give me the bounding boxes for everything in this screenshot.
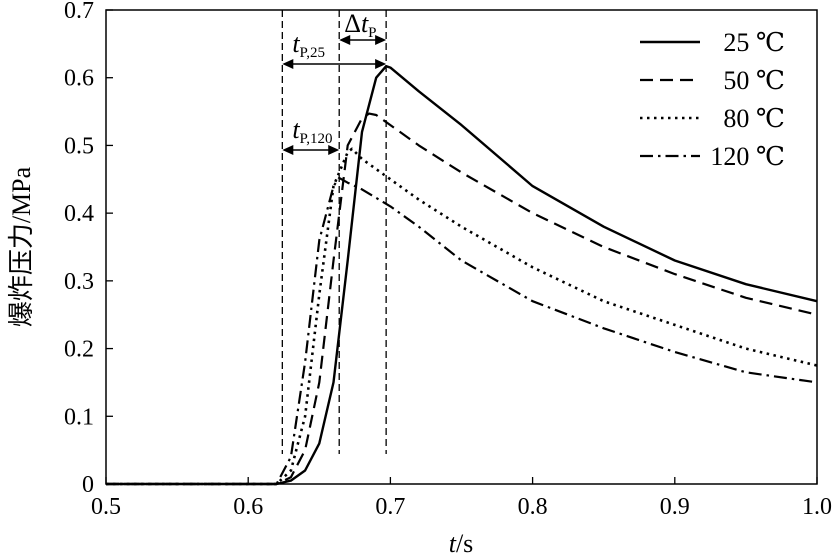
y-tick-label: 0.3	[64, 269, 94, 295]
peak-time-annotations: tP,25 tP,120 ΔtP	[282, 9, 387, 155]
y-axis-ticks: 0 0.1 0.2 0.3 0.4 0.5 0.6 0.7	[64, 0, 113, 498]
legend-label: 50 ℃	[723, 66, 785, 95]
x-axis-ticks: 0.5 0.6 0.7 0.8 0.9 1.0	[91, 477, 832, 520]
legend-label: 25 ℃	[723, 28, 785, 57]
x-axis-title: t/s	[449, 529, 474, 558]
dtp-label: ΔtP	[344, 9, 376, 41]
x-tick-label: 0.5	[91, 494, 121, 520]
y-tick-label: 0.1	[64, 404, 94, 430]
y-tick-label: 0.2	[64, 337, 94, 363]
series-line-3	[106, 147, 818, 486]
x-tick-label: 0.9	[660, 494, 690, 520]
series-line-4	[106, 176, 818, 486]
x-tick-label: 0.8	[518, 494, 548, 520]
tp25-arrow	[282, 59, 387, 69]
y-axis-title: 爆炸压力/MPa	[7, 166, 36, 327]
plot-frame	[105, 9, 818, 485]
dtp-arrow	[339, 35, 387, 45]
y-tick-label: 0.6	[64, 66, 94, 92]
tp120-arrow	[282, 145, 340, 155]
plot-lines	[106, 65, 818, 486]
y-tick-label: 0	[82, 472, 94, 498]
reference-lines	[281, 10, 387, 454]
y-tick-label: 0.4	[64, 201, 94, 227]
legend: 25 ℃ 50 ℃ 80 ℃ 120 ℃	[640, 28, 785, 171]
legend-label: 80 ℃	[723, 104, 785, 133]
series-line-2	[106, 112, 818, 486]
x-tick-label: 0.7	[375, 494, 405, 520]
series-line-1	[106, 65, 818, 486]
x-tick-label: 0.6	[233, 494, 263, 520]
y-tick-label: 0.5	[64, 133, 94, 159]
legend-label: 120 ℃	[710, 142, 785, 171]
tp25-label: tP,25	[292, 29, 325, 61]
tp120-label: tP,120	[292, 115, 332, 147]
y-tick-label: 0.7	[64, 0, 94, 24]
x-tick-label: 1.0	[802, 494, 832, 520]
